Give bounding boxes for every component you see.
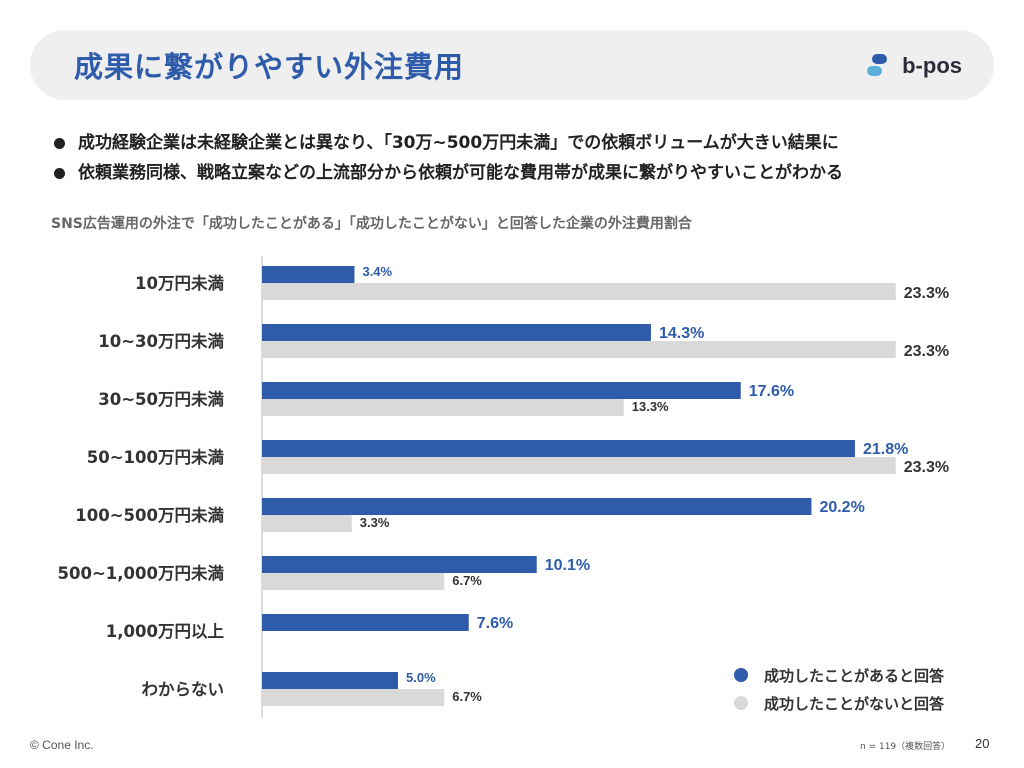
data-label-no-success: 6.7% bbox=[452, 573, 482, 588]
data-label-success: 21.8% bbox=[863, 441, 908, 458]
copyright: © Cone Inc. bbox=[30, 738, 94, 752]
page-title: 成果に繋がりやすい外注費用 bbox=[74, 50, 465, 84]
chart-legend: 成功したことがあると回答 成功したことがないと回答 bbox=[734, 661, 944, 717]
category-label: 1,000万円以上 bbox=[106, 622, 224, 641]
category-label: 100~500万円未満 bbox=[75, 505, 224, 525]
data-label-no-success: 6.7% bbox=[452, 689, 482, 704]
legend-label-no-success: 成功したことがないと回答 bbox=[764, 694, 945, 713]
brand-name: b-pos bbox=[902, 53, 962, 78]
bar-no-success bbox=[262, 515, 352, 532]
summary-bullets: 成功経験企業は未経験企業とは異なり、「30万~500万円未満」での依頼ボリューム… bbox=[52, 128, 843, 188]
page-number: 20 bbox=[975, 736, 990, 751]
bar-no-success bbox=[262, 689, 445, 706]
bar-success bbox=[262, 498, 812, 515]
bar-success bbox=[262, 672, 398, 689]
bar-no-success bbox=[262, 283, 896, 300]
legend-swatch-no-success bbox=[734, 696, 748, 710]
data-label-success: 20.2% bbox=[819, 499, 864, 516]
legend-item-success: 成功したことがあると回答 bbox=[734, 661, 944, 689]
data-label-no-success: 23.3% bbox=[904, 285, 949, 302]
category-label: 10万円未満 bbox=[135, 273, 224, 293]
data-label-success: 3.4% bbox=[362, 264, 392, 279]
bar-no-success bbox=[262, 341, 896, 358]
category-label: 30~50万円未満 bbox=[98, 389, 224, 409]
summary-bullet-2: 依頼業務同様、戦略立案などの上流部分から依頼が可能な費用帯が成果に繋がりやすいこ… bbox=[52, 158, 843, 188]
data-label-success: 5.0% bbox=[406, 670, 436, 685]
header-banner: 成果に繋がりやすい外注費用 b-pos bbox=[30, 30, 994, 100]
bar-success bbox=[262, 266, 355, 283]
category-label: 500~1,000万円未満 bbox=[58, 563, 225, 583]
data-label-success: 7.6% bbox=[477, 615, 513, 632]
data-label-no-success: 3.3% bbox=[360, 515, 390, 530]
data-label-no-success: 13.3% bbox=[632, 399, 669, 414]
bar-success bbox=[262, 382, 741, 399]
data-label-success: 10.1% bbox=[545, 557, 590, 574]
bar-no-success bbox=[262, 399, 624, 416]
chart-title: SNS広告運用の外注で「成功したことがある」「成功したことがない」と回答した企業… bbox=[51, 216, 692, 232]
category-label: わからない bbox=[142, 680, 225, 699]
data-label-no-success: 23.3% bbox=[904, 343, 949, 360]
legend-label-success: 成功したことがあると回答 bbox=[764, 666, 945, 685]
bar-success bbox=[262, 556, 537, 573]
bar-no-success bbox=[262, 573, 445, 590]
legend-item-no-success: 成功したことがないと回答 bbox=[734, 689, 944, 717]
summary-bullet-1: 成功経験企業は未経験企業とは異なり、「30万~500万円未満」での依頼ボリューム… bbox=[52, 128, 843, 158]
data-label-success: 14.3% bbox=[659, 325, 704, 342]
data-label-success: 17.6% bbox=[749, 383, 794, 400]
b-pos-logo-icon bbox=[866, 53, 892, 79]
category-label: 10~30万円未満 bbox=[98, 331, 224, 351]
bar-success bbox=[262, 440, 855, 457]
legend-swatch-success bbox=[734, 668, 748, 682]
bar-success bbox=[262, 324, 651, 341]
category-label: 50~100万円未満 bbox=[87, 447, 225, 467]
sample-note: n = 119（複数回答） bbox=[860, 742, 951, 752]
bar-no-success bbox=[262, 457, 896, 474]
brand-logo: b-pos bbox=[866, 52, 962, 80]
bar-success bbox=[262, 614, 469, 631]
data-label-no-success: 23.3% bbox=[904, 459, 949, 476]
